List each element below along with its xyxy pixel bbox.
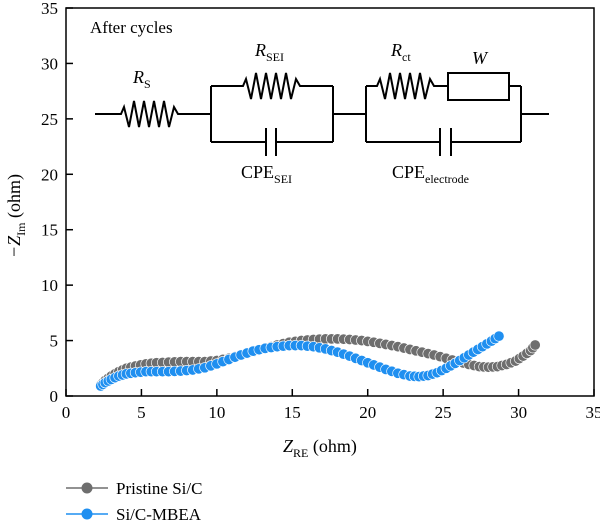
y-tick-label: 30: [41, 54, 58, 73]
legend: Pristine Si/C Si/C-MBEA: [66, 479, 202, 524]
legend-item: Si/C-MBEA: [66, 505, 202, 524]
x-tick-label: 10: [208, 403, 225, 422]
cpeel-capacitor: [439, 128, 452, 156]
y-tick-label: 25: [41, 110, 58, 129]
cpesei-capacitor: [265, 128, 277, 156]
x-tick-label: 0: [62, 403, 71, 422]
x-tick-label: 35: [586, 403, 600, 422]
legend-label: Si/C-MBEA: [116, 505, 202, 524]
legend-marker: [81, 482, 93, 494]
rct-label: Rct: [390, 40, 411, 64]
x-axis-label: ZRE (ohm): [283, 436, 357, 460]
rs-label: RS: [132, 67, 151, 91]
cpeel-label: CPEelectrode: [392, 162, 469, 186]
x-tick-label: 5: [137, 403, 146, 422]
y-axis-label: −ZIm (ohm): [4, 174, 28, 258]
warburg-element: [447, 72, 510, 101]
x-tick-label: 25: [435, 403, 452, 422]
legend-label: Pristine Si/C: [116, 479, 202, 498]
rsei-label: RSEI: [254, 40, 284, 64]
cpesei-label: CPESEI: [241, 162, 292, 186]
warburg-label: W: [472, 48, 489, 68]
x-tick-label: 15: [284, 403, 301, 422]
rsei-resistor: [211, 72, 333, 100]
data-point: [493, 330, 505, 342]
series-layer: [95, 330, 541, 392]
axis-ticks: 0 5 10 15 20 25 30 35 0 5 10 15 20 25 30 35: [41, 0, 600, 422]
y-tick-label: 5: [50, 332, 59, 351]
y-tick-label: 20: [41, 165, 58, 184]
y-tick-label: 0: [50, 387, 59, 406]
y-tick-label: 10: [41, 276, 58, 295]
series-pristine: [95, 333, 541, 391]
series-mbea: [95, 330, 505, 392]
y-tick-label: 35: [41, 0, 58, 18]
x-tick-label: 30: [510, 403, 527, 422]
equivalent-circuit: [95, 72, 549, 156]
rct-resistor: [366, 72, 448, 100]
annotation-text: After cycles: [90, 18, 173, 37]
legend-item: Pristine Si/C: [66, 479, 202, 498]
legend-marker: [81, 508, 93, 520]
rs-resistor: [95, 100, 211, 128]
data-point: [529, 339, 541, 351]
plot-frame: [65, 7, 595, 397]
y-tick-label: 15: [41, 221, 58, 240]
x-tick-label: 20: [359, 403, 376, 422]
